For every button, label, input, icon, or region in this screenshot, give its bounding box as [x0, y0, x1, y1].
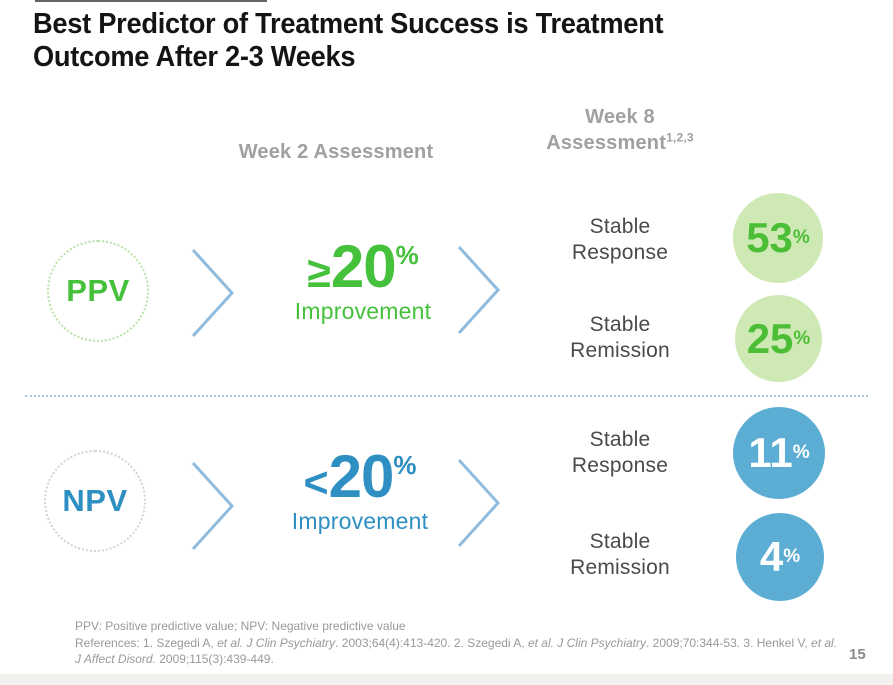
slide-title-line1: Best Predictor of Treatment Success is T…: [33, 8, 664, 40]
outcome-label-stable-response: Stable Response: [571, 428, 669, 478]
abbreviation-footnote: PPV: Positive predictive value; NPV: Neg…: [75, 619, 406, 633]
ppv-comparator: ≥: [307, 249, 331, 297]
outcome-unit: %: [783, 546, 801, 567]
bottom-gray-band: [0, 674, 893, 685]
ppv-dotted-circle: PPV: [47, 240, 149, 342]
npv-improvement-criterion: <20% Improvement: [255, 447, 465, 535]
outcome-value: 25: [746, 314, 794, 362]
outcome-unit: %: [792, 227, 810, 248]
column-header-week2: Week 2 Assessment: [238, 141, 434, 163]
outcome-value: 53: [746, 214, 793, 261]
npv-comparator: <: [303, 459, 329, 507]
slide-title: Best Predictor of Treatment Success is T…: [33, 8, 785, 74]
outcome-unit: %: [793, 327, 811, 349]
screenshot-artifact-line: [35, 0, 267, 2]
outcome-label-stable-response: Stable Response: [571, 215, 669, 265]
outcome-value: 11: [748, 429, 793, 476]
week8-header-line2: Assessment: [546, 132, 667, 155]
npv-threshold: <20%: [255, 447, 465, 507]
outcome-label-stable-remission: Stable Remission: [570, 313, 670, 363]
outcome-value: 4: [759, 533, 784, 580]
slide-title-line2: Outcome After 2-3 Weeks: [33, 41, 356, 74]
outcome-value-circle: 25%: [735, 295, 822, 382]
npv-label: NPV: [62, 483, 128, 518]
npv-improvement-label: Improvement: [291, 508, 429, 534]
ppv-label: PPV: [66, 273, 130, 308]
week8-reference-superscript: 1,2,3: [666, 130, 694, 145]
npv-dotted-circle: NPV: [44, 450, 146, 552]
outcome-label-stable-remission: Stable Remission: [570, 530, 670, 580]
ppv-threshold: ≥20%: [258, 237, 468, 297]
chevron-right-icon: [190, 460, 236, 552]
ppv-threshold-value: 20: [330, 233, 397, 300]
week8-header-line1: Week 8: [585, 106, 655, 128]
chevron-right-icon: [190, 247, 236, 339]
references-text: References: 1. Szegedi A, et al. J Clin …: [75, 636, 838, 666]
page-number: 15: [849, 646, 866, 663]
npv-percent-sign: %: [393, 450, 417, 480]
npv-threshold-value: 20: [328, 443, 395, 510]
outcome-value-circle: 11%: [733, 407, 825, 499]
chevron-right-icon: [456, 457, 502, 549]
outcome-unit: %: [792, 442, 810, 463]
outcome-value-circle: 4%: [736, 513, 824, 601]
ppv-percent-sign: %: [395, 240, 419, 270]
chevron-right-icon: [456, 244, 502, 336]
column-header-week8: Week 8 Assessment1,2,3: [470, 104, 770, 157]
ppv-improvement-label: Improvement: [294, 298, 432, 324]
outcome-value-circle: 53%: [733, 193, 823, 283]
ppv-improvement-criterion: ≥20% Improvement: [258, 237, 468, 325]
section-divider-dotted-line: [25, 395, 868, 397]
